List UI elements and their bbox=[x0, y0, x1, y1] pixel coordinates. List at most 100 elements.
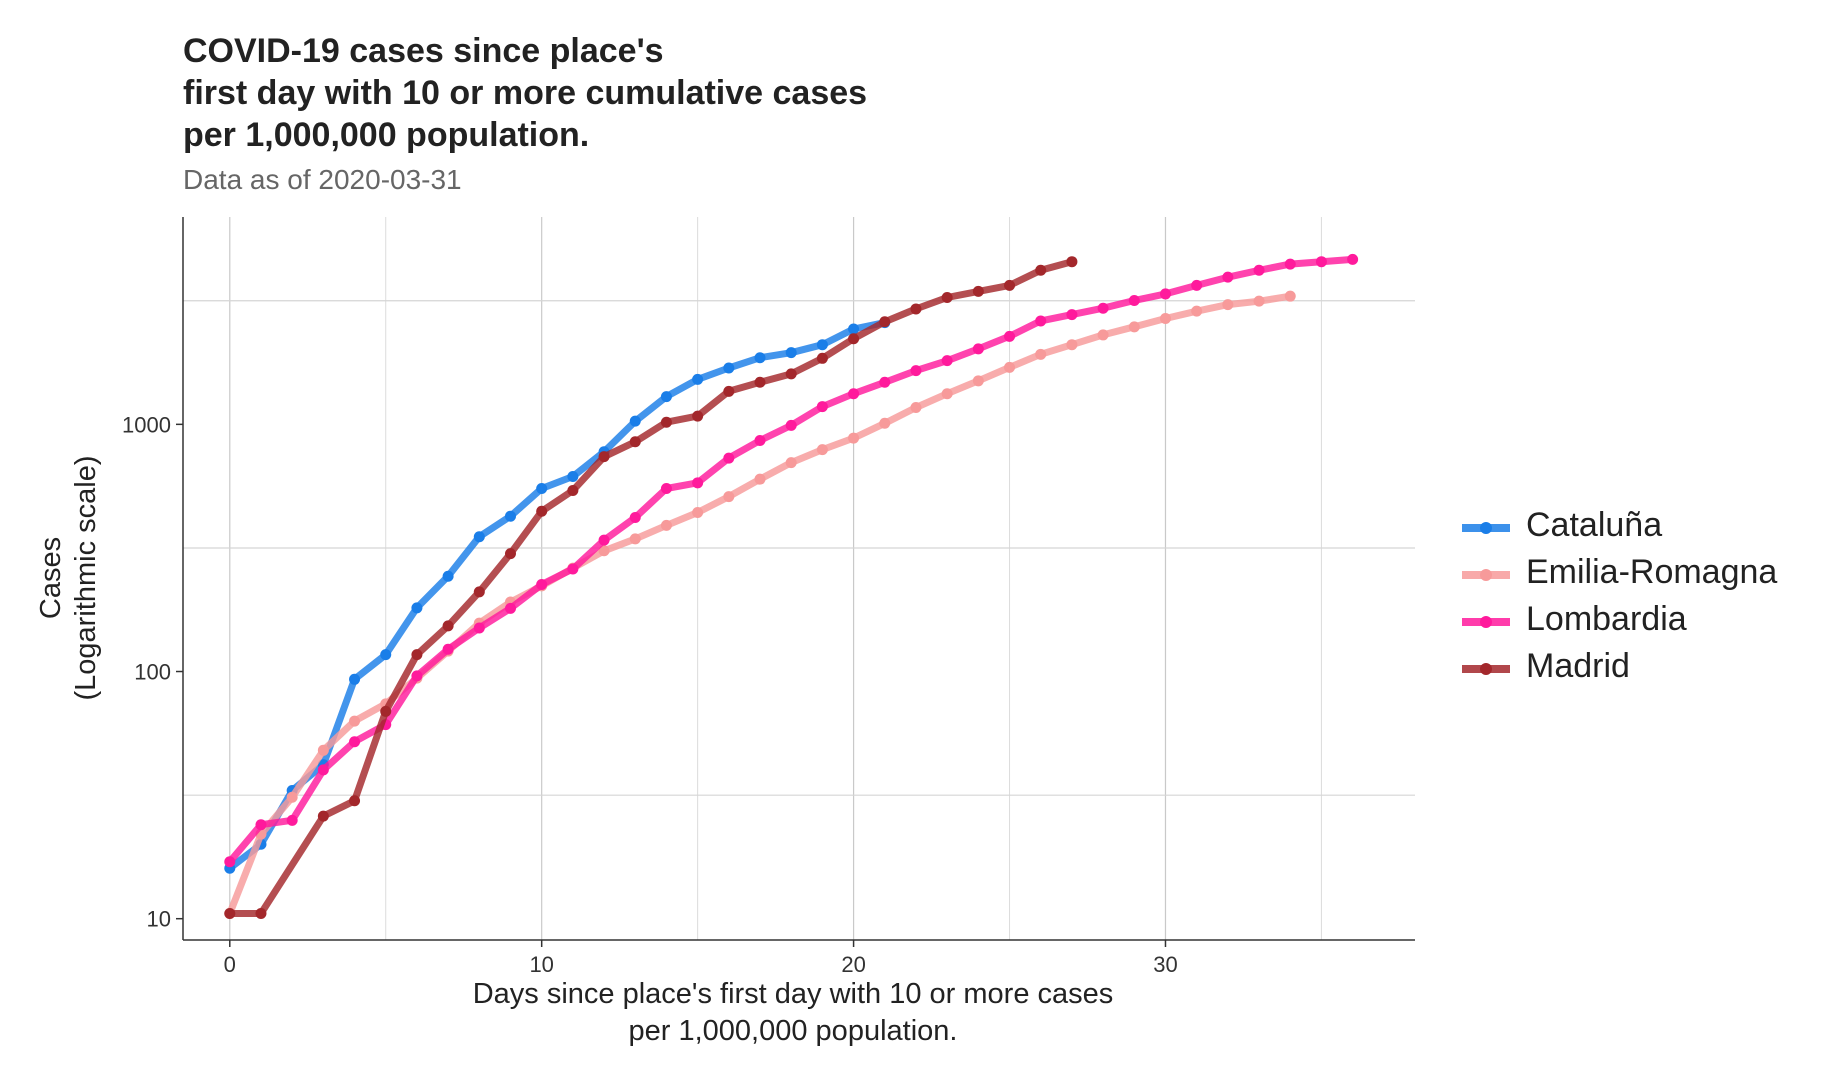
data-point-lombardia bbox=[1347, 253, 1359, 265]
data-point-lombardia bbox=[1159, 288, 1171, 300]
data-point-lombardia bbox=[816, 401, 828, 413]
data-point-emilia-romagna bbox=[692, 506, 704, 518]
data-point-emilia-romagna bbox=[972, 375, 984, 387]
grid-lines bbox=[183, 217, 1415, 940]
legend-swatch-emilia-romagna bbox=[1462, 569, 1510, 581]
data-point-madrid bbox=[567, 484, 579, 496]
legend-label-madrid: Madrid bbox=[1526, 647, 1630, 685]
data-point-lombardia bbox=[754, 435, 766, 447]
data-point-lombardia bbox=[1035, 315, 1047, 327]
legend-swatch-madrid bbox=[1462, 663, 1510, 675]
data-point-lombardia bbox=[224, 856, 236, 868]
legend-swatch-point bbox=[1480, 616, 1492, 628]
data-point-madrid bbox=[255, 907, 267, 919]
data-point-lombardia bbox=[1253, 264, 1265, 276]
data-point-lombardia bbox=[504, 602, 516, 614]
data-point-madrid bbox=[317, 810, 329, 822]
data-point-lombardia bbox=[629, 511, 641, 523]
data-point-lombardia bbox=[567, 563, 579, 575]
data-point-lombardia bbox=[1315, 256, 1327, 268]
data-point-madrid bbox=[629, 436, 641, 448]
data-point-madrid bbox=[972, 285, 984, 297]
data-point-lombardia bbox=[1066, 309, 1078, 321]
data-point-emilia-romagna bbox=[816, 444, 828, 456]
data-point-lombardia bbox=[1004, 330, 1016, 342]
data-point-madrid bbox=[723, 385, 735, 397]
y-tick-label: 1000 bbox=[122, 412, 171, 437]
data-point-emilia-romagna bbox=[660, 519, 672, 531]
data-point-emilia-romagna bbox=[754, 473, 766, 485]
chart-title-line-1: COVID-19 cases since place's bbox=[183, 32, 664, 70]
data-point-cataluna bbox=[536, 483, 548, 495]
legend-swatch-lombardia bbox=[1462, 616, 1510, 628]
data-point-lombardia bbox=[442, 643, 454, 655]
data-point-lombardia bbox=[660, 483, 672, 495]
series-group bbox=[224, 253, 1359, 919]
data-point-lombardia bbox=[1284, 258, 1296, 270]
x-tick-label: 30 bbox=[1153, 952, 1177, 977]
data-point-emilia-romagna bbox=[598, 545, 610, 557]
data-point-lombardia bbox=[723, 452, 735, 464]
data-point-cataluna bbox=[816, 339, 828, 351]
data-point-cataluna bbox=[660, 391, 672, 403]
data-point-lombardia bbox=[692, 477, 704, 489]
data-point-emilia-romagna bbox=[723, 491, 735, 503]
data-point-emilia-romagna bbox=[629, 533, 641, 545]
legend-swatch-cataluna bbox=[1462, 522, 1510, 534]
data-point-madrid bbox=[598, 451, 610, 463]
data-point-madrid bbox=[349, 795, 361, 807]
data-point-cataluna bbox=[473, 531, 485, 543]
data-point-madrid bbox=[660, 416, 672, 428]
legend-label-emilia-romagna: Emilia-Romagna bbox=[1526, 553, 1778, 591]
data-point-emilia-romagna bbox=[286, 791, 298, 803]
data-point-emilia-romagna bbox=[1128, 321, 1140, 333]
data-point-cataluna bbox=[848, 323, 860, 335]
data-point-cataluna bbox=[567, 471, 579, 483]
tick-labels: 0 10 20 30 10 100 1000 bbox=[122, 412, 1178, 977]
data-point-emilia-romagna bbox=[941, 388, 953, 400]
data-point-emilia-romagna bbox=[879, 417, 891, 429]
data-point-lombardia bbox=[598, 534, 610, 546]
data-point-madrid bbox=[941, 291, 953, 303]
data-point-emilia-romagna bbox=[1222, 299, 1234, 311]
data-point-madrid bbox=[442, 620, 454, 632]
data-point-cataluna bbox=[692, 373, 704, 385]
data-point-emilia-romagna bbox=[1066, 339, 1078, 351]
data-point-lombardia bbox=[941, 355, 953, 367]
data-point-cataluna bbox=[754, 352, 766, 364]
data-point-lombardia bbox=[910, 365, 922, 377]
y-axis-title-line-1: Cases bbox=[35, 537, 67, 619]
data-point-lombardia bbox=[349, 736, 361, 748]
data-point-lombardia bbox=[1191, 279, 1203, 291]
data-point-lombardia bbox=[1097, 302, 1109, 314]
data-point-cataluna bbox=[380, 649, 392, 661]
data-point-emilia-romagna bbox=[1035, 348, 1047, 360]
data-point-madrid bbox=[785, 368, 797, 380]
data-point-emilia-romagna bbox=[1159, 313, 1171, 325]
series-lombardia bbox=[224, 253, 1359, 868]
data-point-cataluna bbox=[411, 602, 423, 614]
data-point-emilia-romagna bbox=[1004, 361, 1016, 373]
axis-titles: Days since place's first day with 10 or … bbox=[35, 456, 1113, 1047]
legend-swatch-point bbox=[1480, 569, 1492, 581]
data-point-lombardia bbox=[848, 388, 860, 400]
data-point-madrid bbox=[754, 376, 766, 388]
chart-subtitle: Data as of 2020-03-31 bbox=[183, 164, 462, 195]
data-point-madrid bbox=[224, 907, 236, 919]
legend-swatch-point bbox=[1480, 663, 1492, 675]
series-line-cataluna bbox=[226, 319, 889, 872]
data-point-lombardia bbox=[286, 814, 298, 826]
data-point-cataluna bbox=[723, 362, 735, 374]
data-point-lombardia bbox=[473, 622, 485, 634]
y-tick-label: 100 bbox=[134, 660, 171, 685]
data-point-emilia-romagna bbox=[785, 457, 797, 469]
data-point-cataluna bbox=[504, 510, 516, 522]
data-point-lombardia bbox=[785, 419, 797, 431]
y-axis-title-line-2: (Logarithmic scale) bbox=[70, 456, 102, 701]
x-axis-title-line-2: per 1,000,000 population. bbox=[629, 1015, 958, 1047]
data-point-madrid bbox=[504, 548, 516, 560]
data-point-madrid bbox=[380, 705, 392, 717]
data-point-lombardia bbox=[1222, 271, 1234, 283]
data-point-madrid bbox=[1066, 256, 1078, 268]
data-point-emilia-romagna bbox=[1284, 290, 1296, 302]
